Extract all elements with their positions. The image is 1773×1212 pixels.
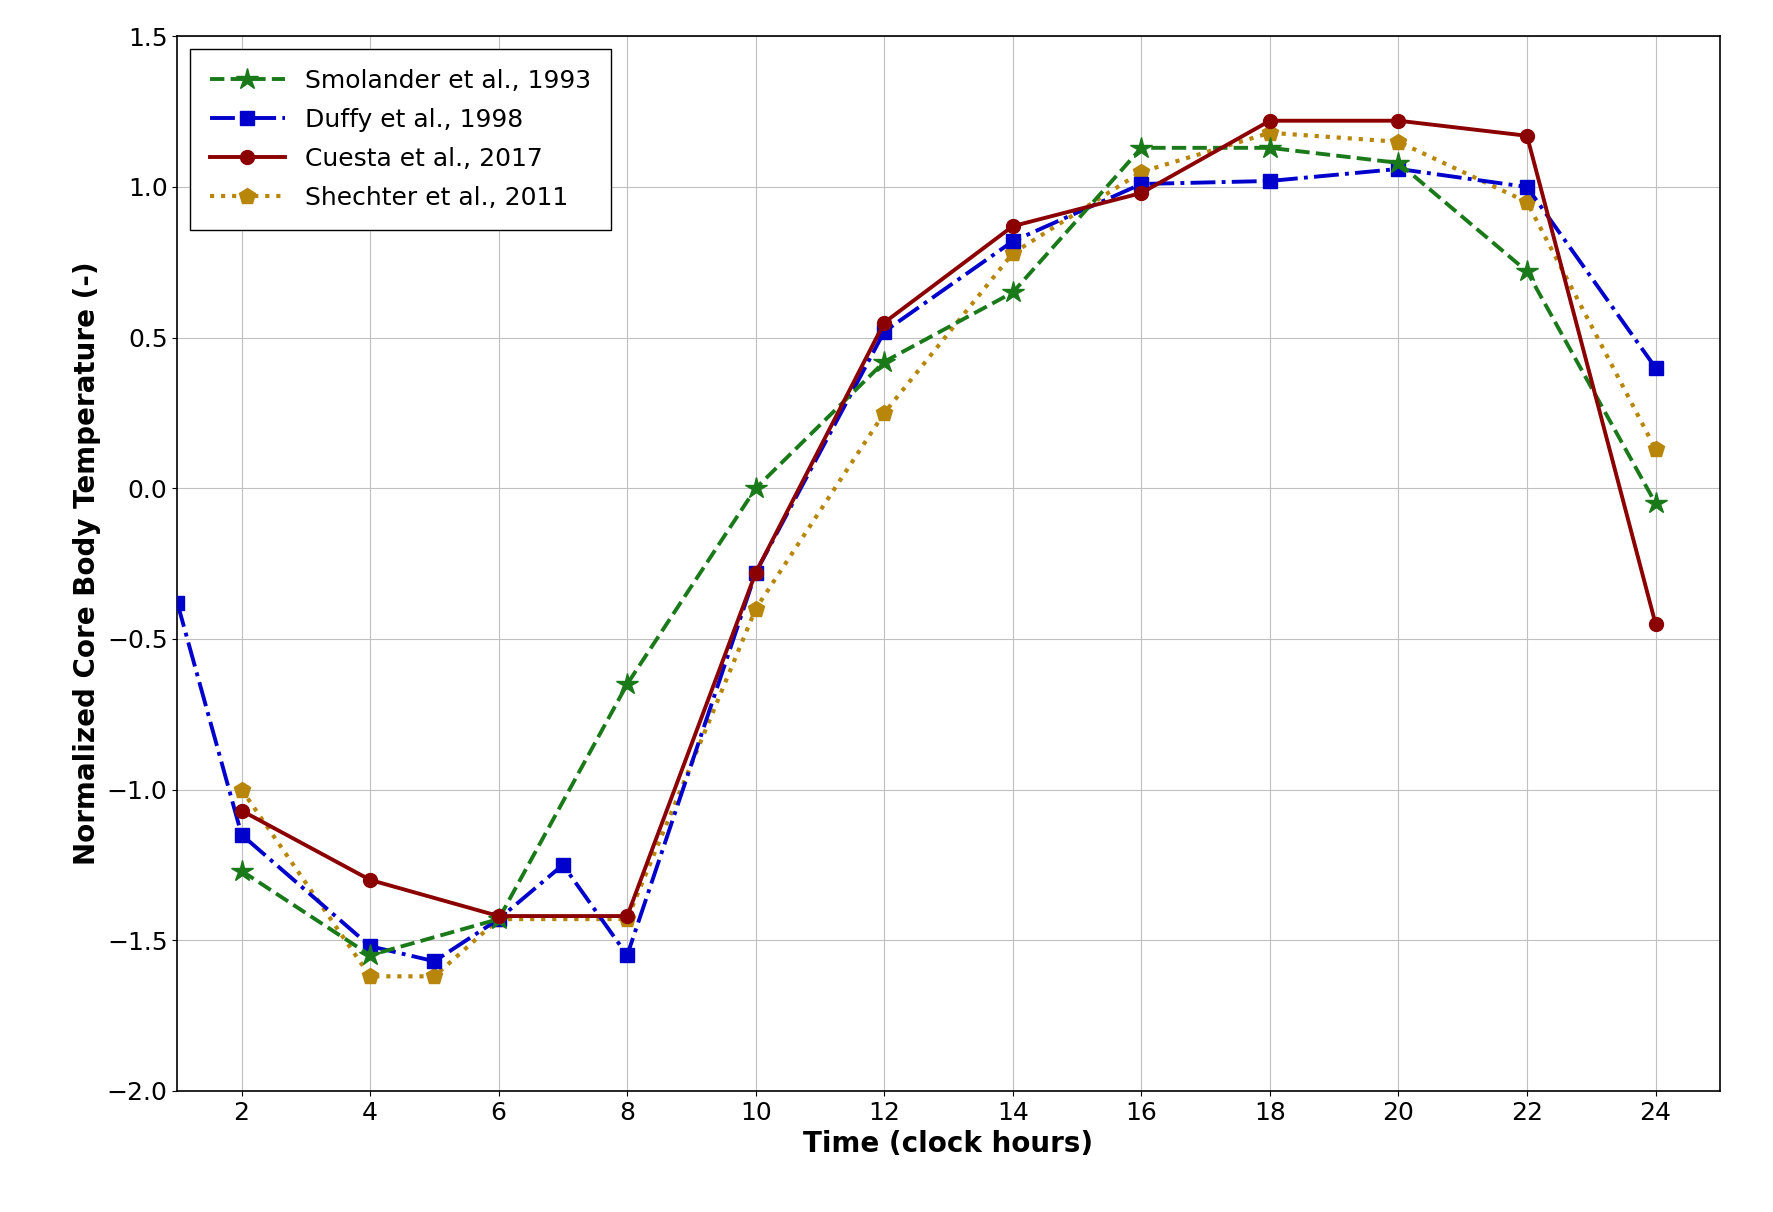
Duffy et al., 1998: [874, 325, 895, 339]
Shechter et al., 2011: [617, 911, 638, 926]
Shechter et al., 2011: [745, 601, 766, 616]
Smolander et al., 1993: [745, 481, 766, 496]
Duffy et al., 1998: [230, 828, 252, 842]
Duffy et al., 1998: [745, 565, 766, 579]
Smolander et al., 1993: [1388, 155, 1410, 170]
Cuesta et al., 2017: [360, 873, 381, 887]
Cuesta et al., 2017: [488, 909, 509, 924]
Shechter et al., 2011: [360, 970, 381, 984]
Duffy et al., 1998: [1259, 173, 1280, 188]
Duffy et al., 1998: [1002, 234, 1023, 248]
Smolander et al., 1993: [874, 354, 895, 368]
Cuesta et al., 2017: [230, 804, 252, 818]
Line: Cuesta et al., 2017: Cuesta et al., 2017: [234, 114, 1663, 924]
Duffy et al., 1998: [1645, 360, 1667, 375]
Smolander et al., 1993: [1131, 141, 1152, 155]
Line: Smolander et al., 1993: Smolander et al., 1993: [230, 137, 1667, 966]
Duffy et al., 1998: [167, 595, 188, 610]
Smolander et al., 1993: [360, 948, 381, 962]
Duffy et al., 1998: [1388, 161, 1410, 176]
Shechter et al., 2011: [874, 406, 895, 421]
Cuesta et al., 2017: [1131, 185, 1152, 200]
Smolander et al., 1993: [488, 911, 509, 926]
Smolander et al., 1993: [1002, 285, 1023, 299]
Shechter et al., 2011: [1131, 165, 1152, 179]
Cuesta et al., 2017: [1388, 114, 1410, 128]
Duffy et al., 1998: [424, 954, 445, 968]
Cuesta et al., 2017: [617, 909, 638, 924]
Shechter et al., 2011: [1388, 135, 1410, 149]
Duffy et al., 1998: [488, 911, 509, 926]
Duffy et al., 1998: [1516, 179, 1537, 194]
Shechter et al., 2011: [424, 970, 445, 984]
Shechter et al., 2011: [488, 911, 509, 926]
Duffy et al., 1998: [553, 858, 574, 873]
Duffy et al., 1998: [1131, 177, 1152, 191]
Cuesta et al., 2017: [1645, 617, 1667, 631]
Duffy et al., 1998: [360, 939, 381, 954]
Line: Duffy et al., 1998: Duffy et al., 1998: [170, 162, 1663, 968]
Cuesta et al., 2017: [1516, 128, 1537, 143]
Smolander et al., 1993: [230, 864, 252, 879]
Smolander et al., 1993: [1645, 496, 1667, 510]
Shechter et al., 2011: [1259, 126, 1280, 141]
Cuesta et al., 2017: [745, 565, 766, 579]
Cuesta et al., 2017: [1002, 219, 1023, 234]
Cuesta et al., 2017: [1259, 114, 1280, 128]
Shechter et al., 2011: [1002, 246, 1023, 261]
Smolander et al., 1993: [617, 676, 638, 691]
Duffy et al., 1998: [617, 948, 638, 962]
Shechter et al., 2011: [1645, 442, 1667, 457]
Smolander et al., 1993: [1516, 264, 1537, 279]
Smolander et al., 1993: [1259, 141, 1280, 155]
Line: Shechter et al., 2011: Shechter et al., 2011: [234, 125, 1663, 984]
Legend: Smolander et al., 1993, Duffy et al., 1998, Cuesta et al., 2017, Shechter et al.: Smolander et al., 1993, Duffy et al., 19…: [190, 48, 612, 230]
Y-axis label: Normalized Core Body Temperature (-): Normalized Core Body Temperature (-): [73, 262, 101, 865]
X-axis label: Time (clock hours): Time (clock hours): [803, 1130, 1094, 1159]
Cuesta et al., 2017: [874, 315, 895, 330]
Shechter et al., 2011: [230, 782, 252, 796]
Shechter et al., 2011: [1516, 195, 1537, 210]
